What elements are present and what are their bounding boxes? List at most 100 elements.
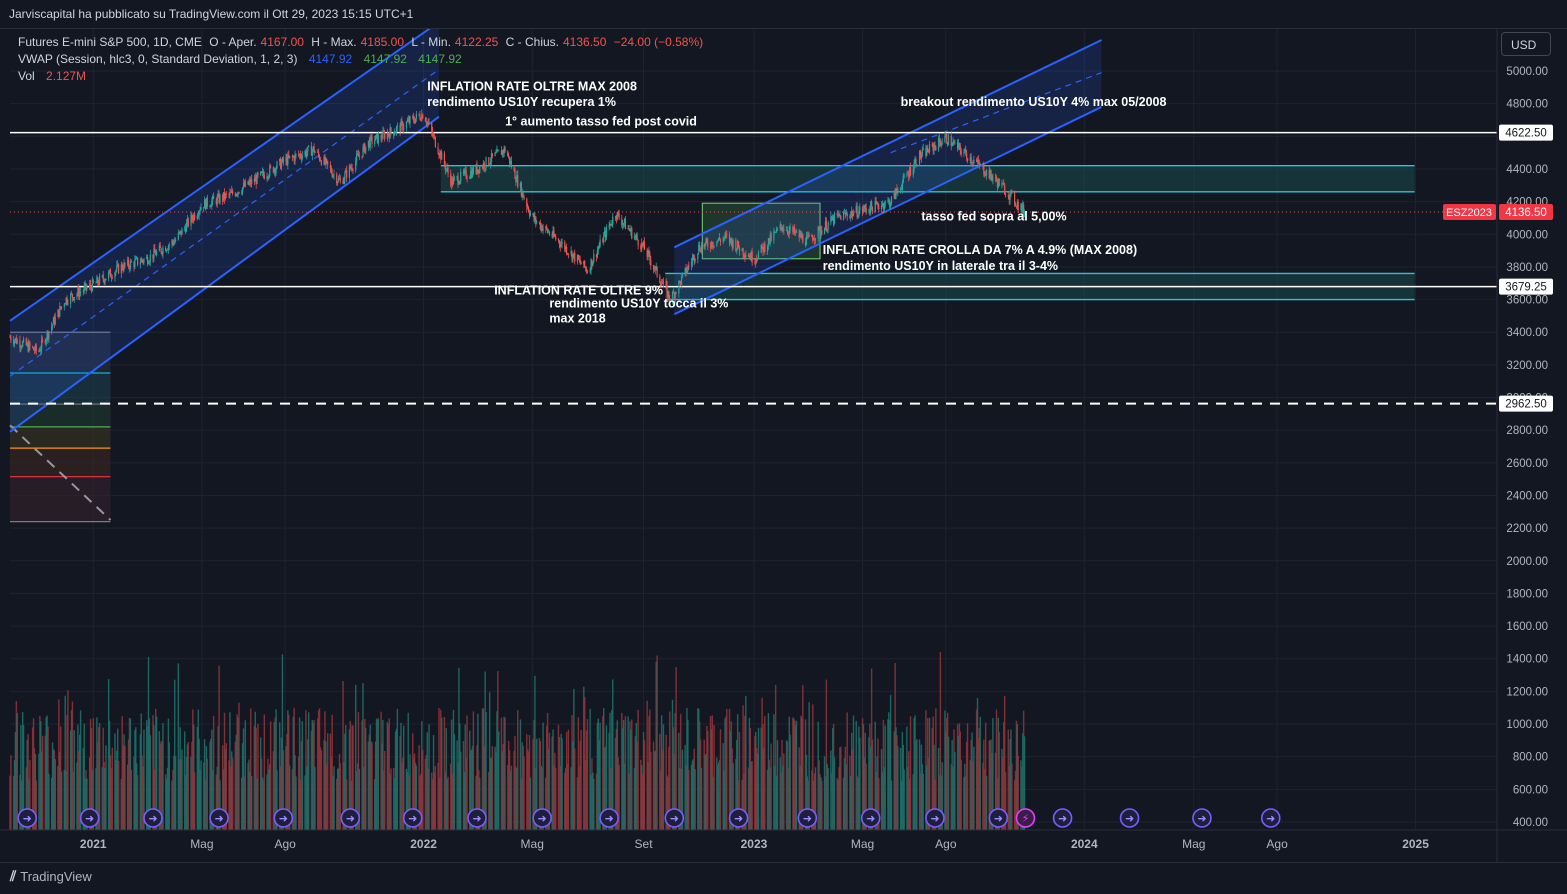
currency-button[interactable]: USD — [1501, 32, 1551, 56]
candle-body — [90, 286, 93, 291]
volume-bar — [376, 720, 379, 830]
candle-body — [496, 149, 498, 153]
candle-body — [500, 150, 503, 156]
volume-bar — [415, 765, 418, 830]
candle-body — [969, 157, 971, 161]
candle-body — [965, 149, 967, 153]
candle-body — [738, 247, 741, 252]
volume-bar — [1021, 766, 1023, 830]
candle-body — [628, 228, 630, 230]
volume-bar — [536, 738, 538, 830]
candle-body — [101, 275, 103, 277]
volume-bar — [919, 773, 922, 830]
candle-body — [932, 144, 934, 151]
volume-bar — [909, 716, 912, 830]
candle-body — [20, 347, 22, 348]
volume-bar — [983, 739, 985, 830]
candle-body — [86, 287, 88, 290]
candle-body — [555, 236, 557, 240]
volume-bar — [522, 746, 524, 830]
volume-bar — [453, 734, 456, 830]
volume-bar — [535, 768, 537, 830]
candle-body — [976, 159, 979, 162]
price-tick-label: 2200.00 — [1506, 523, 1548, 535]
volume-bar — [801, 718, 803, 830]
volume-bar — [110, 768, 113, 830]
candle-body — [527, 207, 530, 212]
event-markers: ➜ ➜ ➜ ➜ ➜ ➜ ➜ ➜ ➜ ➜ ➜ ➜ ➜ ➜ ➜ ➜ ⚡ ➜ ➜ ➜ ➜ — [17, 808, 1281, 828]
volume-bar — [787, 767, 790, 830]
candle-body — [996, 180, 999, 188]
volume-bar — [976, 697, 979, 830]
volume-bar — [681, 749, 684, 830]
fib-zone — [10, 476, 111, 522]
candle-body — [485, 157, 487, 169]
candle-body — [469, 177, 471, 179]
volume-label[interactable]: Vol — [18, 69, 35, 83]
volume-bar — [622, 719, 625, 830]
vwap-label[interactable]: VWAP (Session, hlc3, 0, Standard Deviati… — [18, 52, 298, 66]
tradingview-logo[interactable]: ⫽ TradingView — [10, 868, 92, 885]
candle-body — [405, 121, 408, 128]
volume-bar — [858, 726, 860, 830]
volume-bar — [21, 712, 24, 830]
candle-body — [406, 121, 408, 122]
volume-bar — [824, 776, 827, 830]
volume-bar — [407, 712, 409, 830]
volume-bar — [1022, 733, 1024, 830]
candle-body — [363, 143, 365, 148]
candle-body — [842, 212, 845, 220]
volume-bar — [135, 727, 137, 830]
event-marker-icon — [467, 808, 487, 828]
event-marker-glyph: ⚡ — [1022, 812, 1030, 825]
volume-bar — [671, 699, 674, 830]
volume-bar — [485, 712, 487, 830]
event-marker-glyph: ➜ — [346, 812, 355, 825]
symbol-name[interactable]: Futures E-mini S&P 500, 1D, CME — [18, 35, 202, 49]
candle-body — [656, 266, 658, 277]
volume-bar — [648, 716, 650, 830]
volume-bar — [973, 746, 975, 830]
candle-body — [649, 253, 651, 261]
volume-bar — [38, 753, 40, 830]
candle-body — [180, 230, 182, 235]
volume-bar — [434, 765, 437, 830]
volume-bar — [389, 774, 391, 830]
candle-body — [76, 294, 78, 298]
candle-body — [661, 283, 664, 285]
ohlc-legend: Futures E-mini S&P 500, 1D, CME O - Aper… — [18, 35, 707, 49]
candle-body — [883, 205, 885, 209]
price-tick-label: 5000.00 — [1506, 66, 1548, 78]
volume-bar — [1010, 729, 1012, 830]
volume-bar — [370, 741, 372, 830]
candle-body — [541, 225, 543, 231]
candle-body — [191, 214, 193, 220]
volume-bar — [202, 762, 205, 830]
volume-bar — [481, 708, 484, 830]
volume-bar — [35, 780, 37, 830]
volume-bar — [624, 716, 627, 830]
volume-legend: Vol 2.127M — [18, 69, 90, 83]
volume-bar — [133, 756, 135, 830]
candle-body — [982, 163, 984, 166]
volume-bar — [446, 779, 448, 830]
volume-bar — [323, 740, 325, 830]
volume-bar — [401, 762, 403, 830]
volume-bar — [1003, 695, 1006, 830]
volume-bar — [565, 732, 568, 830]
candle-body — [973, 160, 975, 164]
candle-body — [276, 161, 278, 169]
volume-bar — [82, 747, 85, 830]
candle-body — [520, 183, 522, 197]
candle-body — [431, 122, 433, 132]
candle-body — [599, 239, 601, 247]
candle-body — [928, 144, 931, 153]
candle-body — [615, 217, 617, 220]
candle-body — [629, 229, 631, 232]
volume-bar — [819, 773, 821, 830]
volume-bar — [623, 763, 626, 830]
candle-body — [424, 118, 427, 122]
candle-body — [507, 151, 509, 157]
volume-bar — [418, 745, 420, 830]
